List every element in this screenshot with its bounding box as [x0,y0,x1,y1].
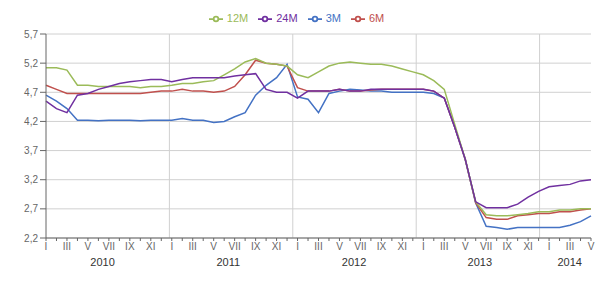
svg-text:IX: IX [251,241,261,252]
svg-text:IX: IX [125,241,135,252]
svg-text:XI: XI [272,241,281,252]
svg-text:IX: IX [502,241,512,252]
svg-text:I: I [45,241,48,252]
svg-text:2014: 2014 [557,256,581,268]
svg-text:2011: 2011 [216,256,240,268]
svg-text:2013: 2013 [468,256,492,268]
svg-text:III: III [314,241,322,252]
svg-text:XI: XI [398,241,407,252]
svg-text:3,2: 3,2 [24,174,38,185]
svg-text:III: III [440,241,448,252]
svg-text:3,7: 3,7 [24,145,38,156]
svg-text:2,2: 2,2 [24,233,38,244]
svg-text:VII: VII [229,241,241,252]
svg-text:I: I [422,241,425,252]
svg-text:4,2: 4,2 [24,116,38,127]
html-text:24M: 24M [276,12,298,24]
svg-text:I: I [548,241,551,252]
svg-text:V: V [462,241,469,252]
svg-text:VII: VII [354,241,366,252]
svg-text:5,7: 5,7 [24,29,38,40]
svg-text:VII: VII [480,241,492,252]
svg-text:IX: IX [377,241,387,252]
svg-text:5,2: 5,2 [24,58,38,69]
svg-text:V: V [210,241,217,252]
html-text:12M: 12M [226,12,249,24]
svg-text:2010: 2010 [90,256,114,268]
svg-text:4,7: 4,7 [24,87,38,98]
svg-text:XI: XI [523,241,532,252]
svg-text:V: V [85,241,92,252]
svg-text:V: V [588,241,595,252]
svg-text:I: I [296,241,299,252]
svg-text:V: V [336,241,343,252]
svg-text:III: III [63,241,71,252]
svg-text:2012: 2012 [342,256,366,268]
svg-text:VII: VII [103,241,115,252]
svg-text:III: III [566,241,574,252]
svg-text:2,7: 2,7 [24,203,38,214]
svg-text:XI: XI [146,241,155,252]
svg-text:I: I [170,241,173,252]
html-text:6M: 6M [368,12,385,24]
html-text:3M: 3M [325,12,341,24]
svg-text:III: III [189,241,197,252]
